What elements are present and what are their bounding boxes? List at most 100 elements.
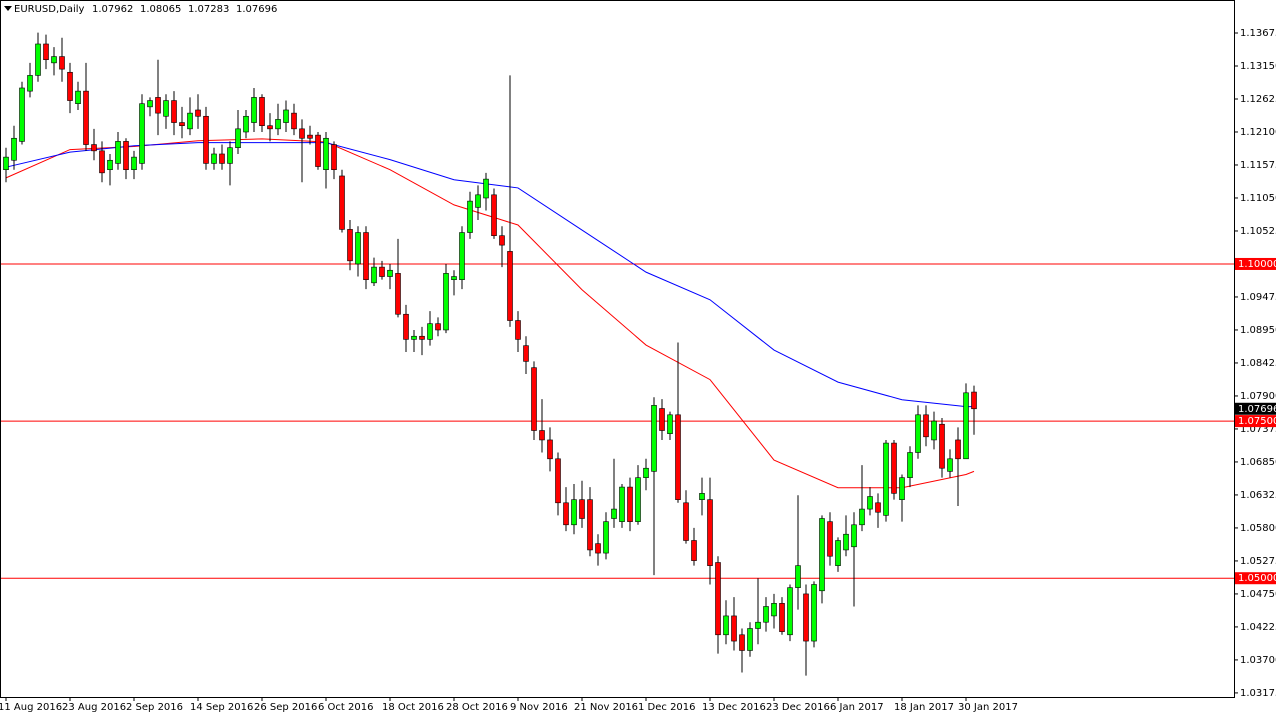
x-tick-label: 6 Oct 2016 [318,702,373,713]
candle-body [531,367,537,431]
moving-average [5,142,974,408]
candle-body [347,229,353,262]
candle-body [19,87,25,142]
candle-body [491,194,497,236]
candle-body [547,439,553,460]
plot-frame [0,0,1235,698]
y-tick-label: 1.05275 [1240,556,1276,567]
x-tick-label: 21 Nov 2016 [574,702,638,713]
candle-body [907,452,913,478]
candle-body [731,615,737,642]
candle-body [819,518,825,592]
x-tick-label: 26 Sep 2016 [254,702,317,713]
menu-arrow[interactable] [4,6,12,11]
candle-body [891,442,897,494]
candle-body [75,90,81,105]
candle-body [627,486,633,522]
y-tick-label: 1.12100 [1240,127,1276,138]
candle-body [683,502,689,541]
candle-body [107,159,113,170]
candle-body [483,178,489,199]
y-tick-label: 1.04750 [1240,589,1276,600]
candle-body [835,540,841,566]
x-tick-label: 18 Oct 2016 [382,702,444,713]
candle-body [403,313,409,340]
candle-body [379,266,385,277]
candle-body [323,137,329,170]
y-tick-label: 1.03175 [1240,688,1276,699]
candle-body [339,175,345,230]
candle-body [315,134,321,167]
candle-body [635,477,641,522]
x-tick-label: 1 Dec 2016 [638,702,696,713]
y-tick-label: 1.11050 [1240,193,1276,204]
candle-body [219,153,225,164]
x-tick-label: 23 Dec 2016 [766,702,830,713]
candle-body [851,524,857,548]
candle-body [195,109,201,117]
candle-body [803,593,809,642]
candle-body [459,232,465,280]
level-tag [1235,572,1276,585]
candle-body [115,141,121,164]
y-tick-label: 1.07375 [1240,424,1276,435]
candle-body [699,493,705,500]
candle-body [939,423,945,469]
candle-body [923,414,929,438]
y-tick-label: 1.07900 [1240,391,1276,402]
candle-body [291,112,297,130]
x-tick-label: 6 Jan 2017 [830,702,884,713]
candle-body [675,414,681,500]
y-tick-label: 1.08425 [1240,358,1276,369]
candle-body [91,144,97,152]
candle-body [659,408,665,431]
x-tick-label: 23 Aug 2016 [62,702,126,713]
candle-body [363,232,369,280]
candle-body [139,103,145,164]
candle-body [579,499,585,519]
candle-body [131,156,137,170]
candle-body [411,335,417,340]
candle-body [515,320,521,340]
candle-body [555,458,561,504]
candle-body [387,269,393,277]
candle-body [867,496,873,510]
candle-body [147,100,153,108]
price-tag [1235,402,1276,415]
candle-body [371,266,377,284]
candle-body [235,128,241,148]
candle-body [35,43,41,76]
y-tick-label: 1.08950 [1240,325,1276,336]
level-tag [1235,415,1276,428]
candle-body [83,90,89,145]
candle-body [427,323,433,340]
candle-body [859,508,865,526]
candle-body [243,115,249,133]
candle-body [267,125,273,130]
level-tag [1235,257,1276,270]
candle-body [651,405,657,472]
level-label: 1.05000 [1238,573,1276,584]
header-value: 1.07962 [92,4,133,15]
y-tick-label: 1.10525 [1240,226,1276,237]
y-tick-label: 1.04225 [1240,622,1276,633]
candle-body [27,75,33,92]
candle-body [947,458,953,472]
candle-body [571,499,577,526]
x-tick-label: 2 Sep 2016 [126,702,183,713]
candle-body [931,420,937,441]
candle-body [3,156,9,170]
candle-body [899,477,905,500]
candle-body [739,634,745,651]
x-tick-label: 11 Aug 2016 [0,702,62,713]
candle-body [259,97,265,126]
candle-body [955,439,961,460]
candle-body [843,533,849,551]
header-value: 1.07696 [236,4,277,15]
price-label: 1.07696 [1238,404,1276,415]
header-value: 1.08065 [140,4,181,15]
y-tick-label: 1.11575 [1240,160,1276,171]
x-tick-label: 28 Oct 2016 [446,702,508,713]
candle-body [435,323,441,331]
